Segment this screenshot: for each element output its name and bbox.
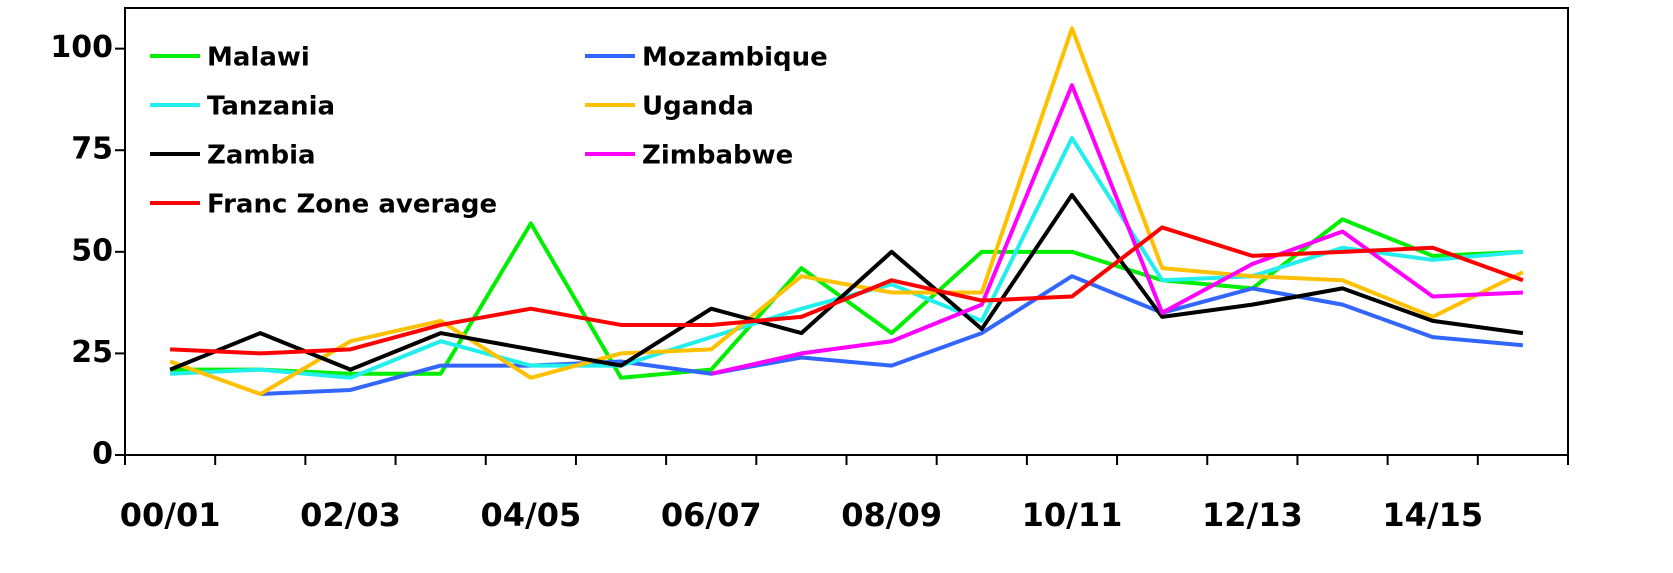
- x-tick-label: 10/11: [1022, 496, 1123, 534]
- legend-label: Mozambique: [642, 43, 828, 73]
- legend-label: Tanzania: [207, 92, 335, 122]
- x-tick-label: 00/01: [120, 496, 221, 534]
- y-tick-label: 25: [71, 335, 113, 370]
- series-line: [170, 225, 1524, 356]
- legend-label: Franc Zone average: [207, 190, 497, 220]
- x-tick-label: 06/07: [661, 496, 762, 534]
- legend-label: Zimbabwe: [642, 141, 793, 171]
- x-tick-label: 12/13: [1202, 496, 1303, 534]
- plot-frame: [124, 7, 1569, 456]
- y-tick-label: 75: [71, 132, 113, 167]
- x-tick-label: 02/03: [300, 496, 401, 534]
- series-line: [169, 26, 1524, 397]
- x-tick-label: 04/05: [480, 496, 581, 534]
- series-line: [260, 274, 1524, 397]
- legend-label: Malawi: [207, 43, 310, 73]
- series-line: [169, 192, 1524, 372]
- y-tick-label: 0: [92, 437, 113, 472]
- x-tick-label: 08/09: [841, 496, 942, 534]
- y-tick-label: 100: [50, 30, 113, 65]
- series-line: [710, 83, 1524, 376]
- legend-label: Zambia: [207, 141, 316, 171]
- x-tick-label: 14/15: [1382, 496, 1483, 534]
- legend-label: Uganda: [642, 92, 754, 122]
- y-tick-label: 50: [71, 233, 113, 268]
